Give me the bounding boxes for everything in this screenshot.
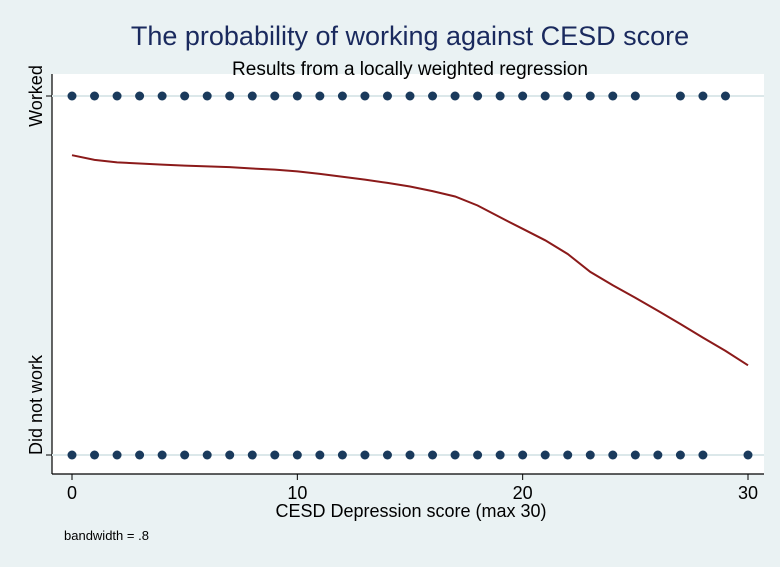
scatter-point-worked-21 [540, 91, 550, 101]
scatter-point-did-not-work-3 [135, 450, 145, 460]
scatter-point-did-not-work-2 [112, 450, 122, 460]
scatter-point-did-not-work-15 [405, 450, 415, 460]
scatter-point-worked-20 [518, 91, 528, 101]
scatter-point-did-not-work-21 [540, 450, 550, 460]
scatter-points [67, 91, 753, 460]
scatter-point-did-not-work-5 [180, 450, 190, 460]
scatter-point-worked-4 [157, 91, 167, 101]
scatter-point-did-not-work-10 [292, 450, 302, 460]
lowess-curve-layer [71, 154, 749, 367]
x-axis-title: CESD Depression score (max 30) [275, 501, 546, 521]
scatter-point-worked-15 [405, 91, 415, 101]
scatter-point-worked-16 [428, 91, 438, 101]
scatter-point-did-not-work-26 [653, 450, 663, 460]
scatter-point-worked-19 [495, 91, 505, 101]
x-tick-label-3: 30 [738, 483, 758, 503]
scatter-point-worked-27 [675, 91, 685, 101]
scatter-point-worked-5 [180, 91, 190, 101]
scatter-point-worked-6 [202, 91, 212, 101]
scatter-point-did-not-work-16 [428, 450, 438, 460]
scatter-point-did-not-work-14 [382, 450, 392, 460]
chart-subtitle: Results from a locally weighted regressi… [232, 59, 588, 80]
scatter-point-worked-22 [563, 91, 573, 101]
scatter-point-did-not-work-20 [518, 450, 528, 460]
chart-title: The probability of working against CESD … [131, 21, 689, 51]
x-axis-ticks: 0 10 20 30 [67, 474, 758, 503]
scatter-point-did-not-work-0 [67, 450, 77, 460]
scatter-point-did-not-work-22 [563, 450, 573, 460]
scatter-point-did-not-work-4 [157, 450, 167, 460]
scatter-point-worked-0 [67, 91, 77, 101]
scatter-point-did-not-work-30 [743, 450, 753, 460]
lowess-curve [71, 154, 749, 367]
x-tick-label-0: 0 [67, 483, 77, 503]
scatter-point-worked-23 [585, 91, 595, 101]
scatter-point-did-not-work-8 [247, 450, 257, 460]
scatter-point-worked-7 [225, 91, 235, 101]
scatter-point-worked-3 [135, 91, 145, 101]
scatter-point-worked-12 [337, 91, 347, 101]
scatter-point-worked-9 [270, 91, 280, 101]
plot-area [52, 74, 764, 474]
scatter-point-did-not-work-6 [202, 450, 212, 460]
scatter-point-worked-1 [90, 91, 100, 101]
scatter-point-did-not-work-24 [608, 450, 618, 460]
scatter-point-worked-8 [247, 91, 257, 101]
bandwidth-note: bandwidth = .8 [64, 528, 149, 543]
scatter-point-worked-17 [450, 91, 460, 101]
scatter-point-did-not-work-23 [585, 450, 595, 460]
scatter-point-worked-24 [608, 91, 618, 101]
scatter-point-worked-14 [382, 91, 392, 101]
scatter-point-did-not-work-17 [450, 450, 460, 460]
scatter-point-worked-11 [315, 91, 325, 101]
scatter-point-did-not-work-18 [473, 450, 483, 460]
scatter-point-worked-25 [630, 91, 640, 101]
y-axis-ticks: Did not work Worked [26, 65, 52, 456]
scatter-point-did-not-work-1 [90, 450, 100, 460]
scatter-point-worked-18 [473, 91, 483, 101]
scatter-point-worked-10 [292, 91, 302, 101]
scatter-point-did-not-work-13 [360, 450, 370, 460]
scatter-point-worked-28 [698, 91, 708, 101]
scatter-point-worked-29 [720, 91, 730, 101]
scatter-point-worked-13 [360, 91, 370, 101]
scatter-point-did-not-work-27 [675, 450, 685, 460]
scatter-point-did-not-work-11 [315, 450, 325, 460]
scatter-point-did-not-work-28 [698, 450, 708, 460]
scatter-point-did-not-work-7 [225, 450, 235, 460]
scatter-point-worked-2 [112, 91, 122, 101]
x-tick-label-2: 20 [513, 483, 533, 503]
y-tick-label-0: Did not work [26, 354, 46, 455]
x-tick-label-1: 10 [287, 483, 307, 503]
scatter-point-did-not-work-12 [337, 450, 347, 460]
scatter-point-did-not-work-19 [495, 450, 505, 460]
scatter-point-did-not-work-25 [630, 450, 640, 460]
scatter-point-did-not-work-9 [270, 450, 280, 460]
y-tick-label-1: Worked [26, 65, 46, 127]
